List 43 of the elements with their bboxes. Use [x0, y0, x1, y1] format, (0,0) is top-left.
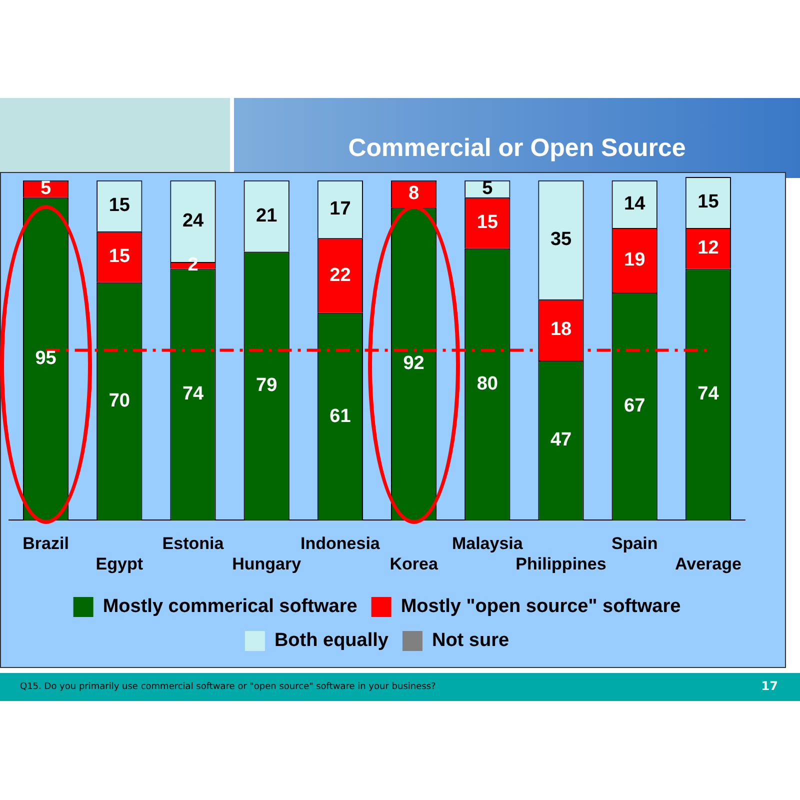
x-tick-label: Brazil [22, 534, 69, 554]
data-label: 19 [624, 249, 646, 270]
legend-label: Mostly commerical software [102, 596, 358, 618]
data-label: 35 [550, 229, 572, 250]
data-label: 15 [476, 212, 498, 234]
data-label: 24 [182, 210, 204, 232]
x-tick-label: Philippines [516, 554, 606, 574]
data-label: 74 [698, 384, 720, 405]
legend-label: Both equally [274, 630, 389, 652]
data-label: 5 [40, 178, 52, 200]
data-label: 22 [330, 264, 351, 286]
data-label: 79 [256, 375, 278, 396]
text: 17 [761, 679, 778, 693]
data-label: 21 [256, 205, 278, 226]
x-tick-label: Indonesia [300, 534, 380, 554]
text: Q15. Do you primarily use commercial software or "open source" software in your business? [20, 682, 436, 692]
data-label: 15 [108, 246, 130, 268]
x-tick-label: Estonia [162, 534, 224, 554]
data-label: 17 [330, 198, 351, 220]
chart-title: Commercial or Open Source [347, 134, 687, 163]
x-tick-label: Malaysia [452, 534, 524, 554]
data-label: 47 [550, 430, 572, 451]
legend-label: Mostly "open source" software [400, 596, 681, 618]
data-label: 67 [624, 396, 646, 417]
x-tick-label: Egypt [96, 554, 144, 574]
x-tick-label: Spain [611, 534, 658, 554]
data-label: 74 [182, 384, 204, 405]
data-label: 8 [408, 183, 420, 204]
data-label: 70 [108, 390, 130, 412]
data-label: 5 [482, 178, 494, 200]
data-label: 15 [108, 195, 130, 216]
data-label: 92 [403, 353, 424, 374]
data-label: 12 [698, 238, 719, 259]
legend-label: Not sure [432, 630, 510, 652]
x-tick-label: Average [674, 554, 742, 574]
data-label: 14 [624, 193, 646, 214]
x-tick-label: Korea [390, 554, 438, 574]
data-label: 15 [698, 192, 720, 213]
x-tick-label: Hungary [232, 554, 302, 574]
data-label: 95 [35, 348, 57, 370]
data-label: 80 [476, 374, 498, 395]
data-label: 18 [550, 319, 572, 340]
data-label: 61 [330, 406, 352, 427]
